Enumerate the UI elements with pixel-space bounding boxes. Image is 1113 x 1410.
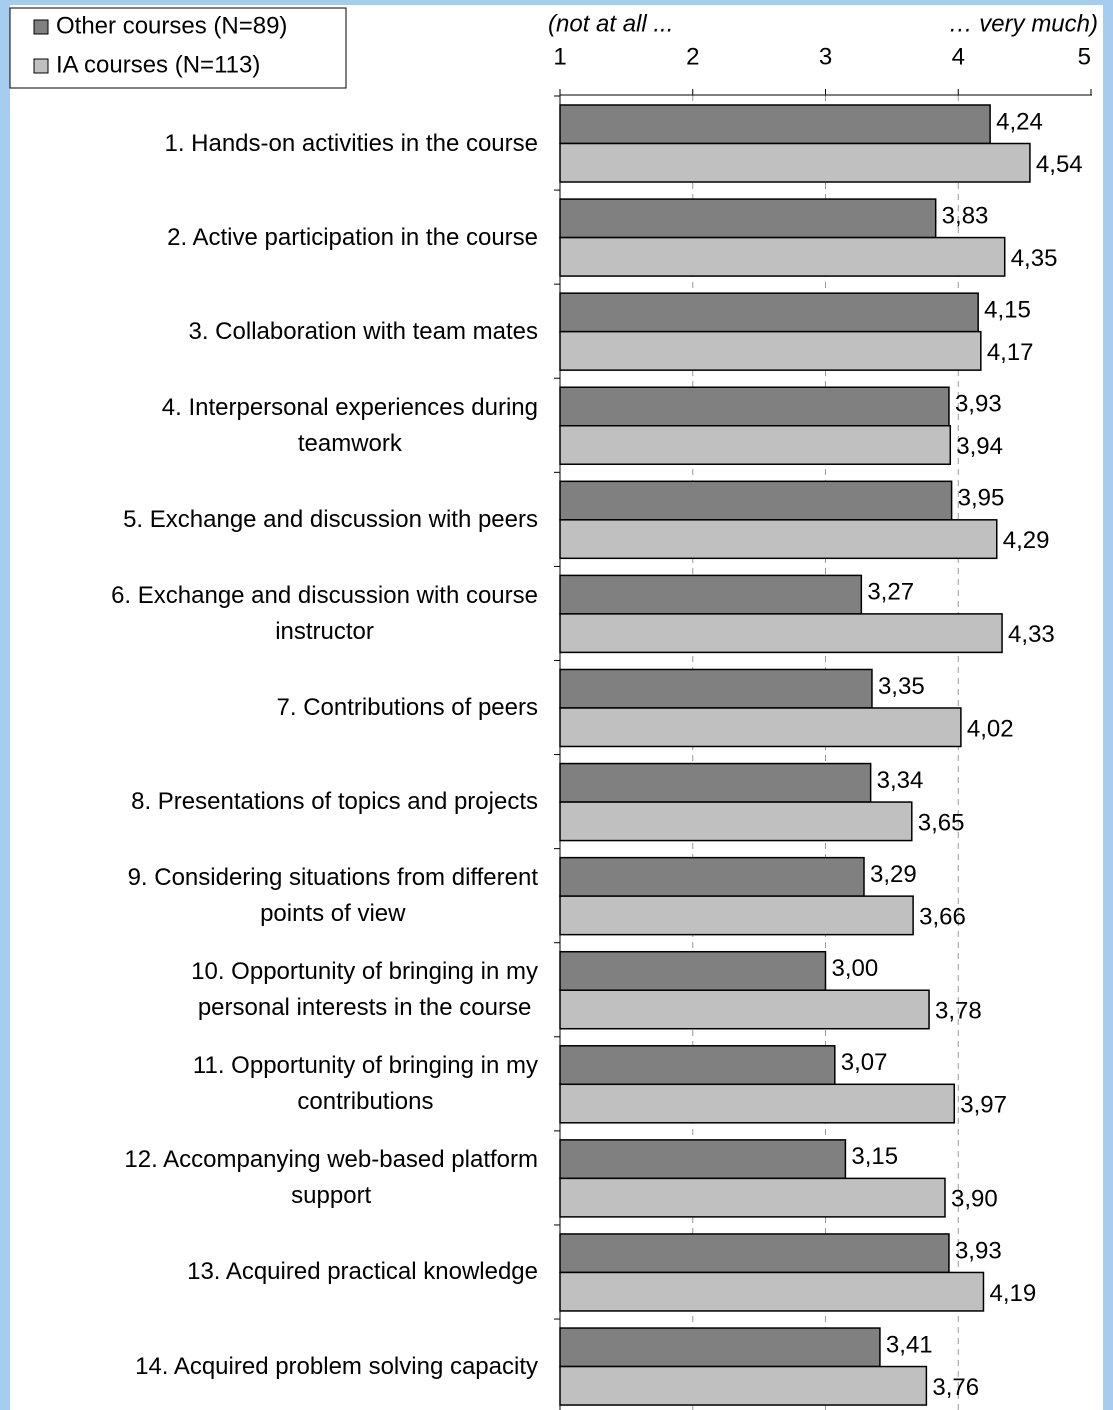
category-text: 3. Collaboration with team mates	[188, 317, 539, 345]
value-label: 3,83	[942, 202, 989, 229]
x-tick-label: 3	[819, 43, 832, 70]
category-text: 10. Opportunity of bringing in my person…	[191, 958, 538, 1022]
value-label: 4,33	[1008, 621, 1055, 648]
bar	[559, 142, 1031, 183]
bar	[559, 1233, 950, 1274]
value-label: 4,02	[967, 715, 1014, 742]
legend-swatch	[33, 58, 49, 74]
value-label: 4,24	[996, 108, 1043, 135]
bar	[559, 1177, 946, 1218]
category-label: 2. Active participation in the course	[167, 198, 538, 278]
value-label: 3,93	[955, 1237, 1002, 1264]
axis-note-right: … very much)	[949, 10, 1098, 37]
bar	[559, 519, 998, 560]
bar	[559, 1045, 836, 1086]
legend-box	[9, 7, 347, 89]
bar	[559, 330, 982, 371]
value-label: 3,94	[956, 433, 1003, 460]
value-label: 3,97	[960, 1092, 1007, 1119]
value-label: 3,29	[870, 861, 917, 888]
bar	[559, 236, 1006, 277]
value-label: 3,41	[886, 1331, 933, 1358]
category-text: 6. Exchange and discussion with course i…	[111, 581, 538, 645]
value-label: 3,95	[958, 485, 1005, 512]
bar	[559, 424, 952, 465]
bar	[559, 386, 950, 427]
x-tick-label: 4	[952, 43, 965, 70]
bar	[559, 762, 872, 803]
value-label: 4,17	[987, 339, 1034, 366]
legend-swatch	[33, 19, 49, 35]
category-label: 9. Considering situations from different…	[128, 856, 538, 936]
category-label: 11. Opportunity of bringing in my contri…	[193, 1044, 538, 1124]
category-label: 13. Acquired practical knowledge	[187, 1232, 538, 1312]
value-label: 3,93	[955, 391, 1002, 418]
bar	[559, 801, 913, 842]
category-label: 5. Exchange and discussion with peers	[123, 480, 538, 560]
category-text: 1. Hands-on activities in the course	[164, 129, 538, 157]
category-label: 7. Contributions of peers	[277, 668, 538, 748]
category-label: 4. Interpersonal experiences during team…	[162, 386, 538, 466]
category-text: 12. Accompanying web-based platform supp…	[124, 1146, 538, 1210]
legend-label: Other courses (N=89)	[56, 12, 287, 39]
bar	[559, 1327, 881, 1368]
value-label: 3,78	[935, 998, 982, 1025]
category-label: 10. Opportunity of bringing in my person…	[191, 950, 538, 1030]
category-label: 6. Exchange and discussion with course i…	[111, 574, 538, 654]
category-label: 12. Accompanying web-based platform supp…	[124, 1138, 538, 1218]
bar	[559, 1083, 956, 1124]
value-label: 4,54	[1036, 151, 1083, 178]
category-text: 5. Exchange and discussion with peers	[123, 505, 538, 533]
category-text: 9. Considering situations from different…	[127, 864, 538, 928]
category-text: 13. Acquired practical knowledge	[187, 1258, 538, 1286]
bar	[559, 104, 991, 145]
x-tick-label: 1	[553, 43, 566, 70]
category-text: 14. Acquired problem solving capacity	[135, 1352, 538, 1380]
value-label: 4,35	[1011, 245, 1058, 272]
value-label: 3,27	[867, 579, 914, 606]
category-text: 4. Interpersonal experiences during team…	[161, 393, 538, 457]
category-label: 3. Collaboration with team mates	[189, 292, 539, 372]
category-text: 8. Presentations of topics and projects	[131, 788, 538, 816]
bar	[559, 989, 930, 1030]
bar	[559, 895, 914, 936]
axis-note-left: (not at all ...	[548, 10, 673, 37]
bar	[559, 1365, 928, 1406]
bar	[559, 613, 1003, 654]
bar	[559, 574, 863, 615]
x-tick-label: 2	[686, 43, 699, 70]
bar	[559, 856, 865, 897]
value-label: 3,35	[878, 673, 925, 700]
value-label: 4,29	[1003, 527, 1050, 554]
value-label: 3,34	[877, 767, 924, 794]
category-label: 8. Presentations of topics and projects	[131, 762, 538, 842]
bar	[559, 292, 979, 333]
value-label: 3,66	[919, 903, 966, 930]
value-label: 4,15	[984, 297, 1031, 324]
bar	[559, 707, 962, 748]
category-text: 11. Opportunity of bringing in my contri…	[192, 1052, 538, 1116]
value-label: 3,15	[851, 1143, 898, 1170]
value-label: 3,90	[951, 1186, 998, 1213]
bar	[559, 668, 873, 709]
value-label: 4,19	[989, 1280, 1036, 1307]
value-label: 3,76	[932, 1374, 979, 1401]
legend-label: IA courses (N=113)	[56, 51, 260, 78]
bar	[559, 1271, 985, 1312]
x-tick-label: 5	[1078, 43, 1091, 70]
value-label: 3,00	[832, 955, 879, 982]
value-label: 3,07	[841, 1049, 888, 1076]
value-label: 3,65	[918, 809, 965, 836]
category-text: 2. Active participation in the course	[167, 223, 538, 251]
category-label: 14. Acquired problem solving capacity	[135, 1327, 538, 1407]
category-label: 1. Hands-on activities in the course	[164, 104, 538, 184]
bar	[559, 198, 937, 239]
category-text: 7. Contributions of peers	[276, 693, 538, 721]
bar	[559, 1139, 847, 1180]
bar	[559, 480, 953, 521]
bar	[559, 950, 827, 991]
